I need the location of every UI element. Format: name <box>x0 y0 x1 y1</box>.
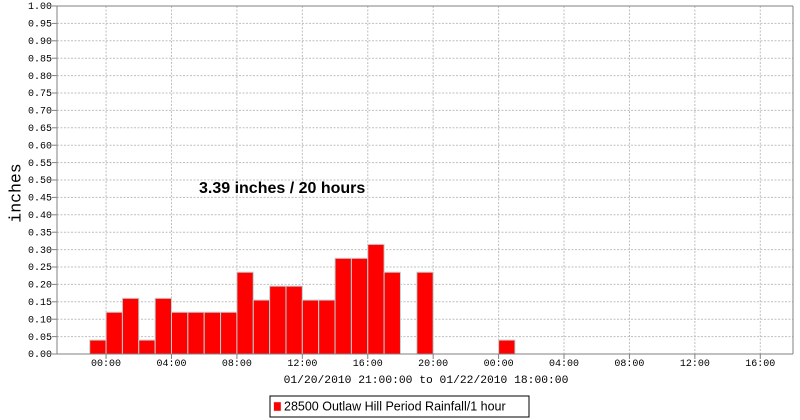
svg-text:20:00: 20:00 <box>418 359 448 370</box>
svg-text:0.60: 0.60 <box>28 141 52 152</box>
svg-text:28500 Outlaw Hill Period Rainf: 28500 Outlaw Hill Period Rainfall/1 hour <box>284 400 506 414</box>
svg-text:00:00: 00:00 <box>484 359 514 370</box>
svg-text:1.00: 1.00 <box>28 2 52 13</box>
svg-text:0.80: 0.80 <box>28 72 52 83</box>
svg-text:0.95: 0.95 <box>28 20 52 31</box>
svg-text:08:00: 08:00 <box>614 359 644 370</box>
svg-text:01/20/2010 21:00:00 to 01/22/2: 01/20/2010 21:00:00 to 01/22/2010 18:00:… <box>284 375 569 387</box>
svg-text:0.75: 0.75 <box>28 89 52 100</box>
svg-text:0.85: 0.85 <box>28 54 52 65</box>
svg-text:0.35: 0.35 <box>28 228 52 239</box>
svg-text:0.40: 0.40 <box>28 211 52 222</box>
svg-text:0.20: 0.20 <box>28 281 52 292</box>
svg-text:12:00: 12:00 <box>680 359 710 370</box>
svg-text:0.50: 0.50 <box>28 176 52 187</box>
svg-text:0.25: 0.25 <box>28 263 52 274</box>
svg-text:16:00: 16:00 <box>353 359 383 370</box>
svg-text:0.30: 0.30 <box>28 246 52 257</box>
svg-text:0.15: 0.15 <box>28 298 52 309</box>
svg-text:0.00: 0.00 <box>28 350 52 361</box>
svg-text:04:00: 04:00 <box>549 359 579 370</box>
svg-text:0.70: 0.70 <box>28 107 52 118</box>
svg-text:16:00: 16:00 <box>745 359 775 370</box>
svg-text:12:00: 12:00 <box>287 359 317 370</box>
svg-text:04:00: 04:00 <box>156 359 186 370</box>
svg-text:0.55: 0.55 <box>28 159 52 170</box>
svg-text:0.10: 0.10 <box>28 315 52 326</box>
svg-text:inches: inches <box>7 163 26 222</box>
svg-text:0.90: 0.90 <box>28 37 52 48</box>
svg-text:0.45: 0.45 <box>28 194 52 205</box>
svg-text:08:00: 08:00 <box>222 359 252 370</box>
svg-text:3.39 inches / 20 hours: 3.39 inches / 20 hours <box>199 180 365 197</box>
svg-text:0.65: 0.65 <box>28 124 52 135</box>
svg-text:00:00: 00:00 <box>91 359 121 370</box>
svg-text:0.05: 0.05 <box>28 333 52 344</box>
